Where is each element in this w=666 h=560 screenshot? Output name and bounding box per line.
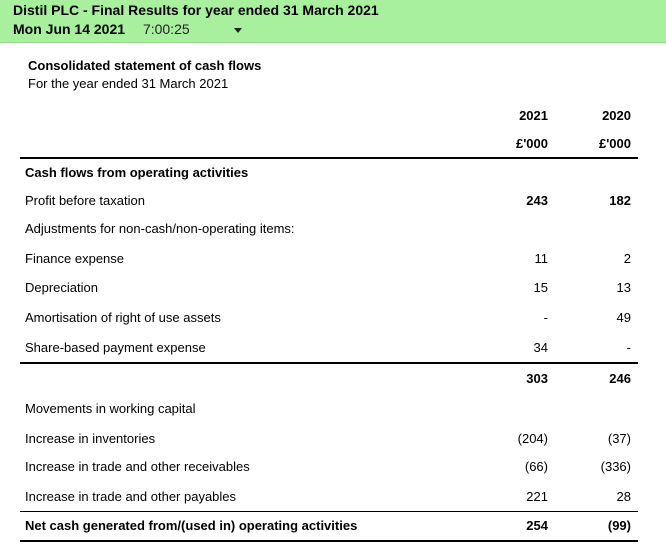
column-header-year: 2021 2020	[0, 108, 666, 128]
table-row-subtotal: 303 246	[0, 371, 666, 391]
divider	[20, 540, 638, 542]
date-label: Mon Jun 14 2021	[13, 21, 126, 37]
row-label: Cash flows from operating activities	[25, 165, 249, 180]
row-label: Adjustments for non-cash/non-operating i…	[25, 221, 295, 236]
table-row: Adjustments for non-cash/non-operating i…	[0, 221, 666, 241]
column-year-2020: 2020	[602, 108, 631, 123]
time-label: 7:00:25	[142, 21, 190, 37]
value-2020: 246	[609, 371, 631, 386]
row-label: Share-based payment expense	[25, 340, 206, 355]
table-row: Amortisation of right of use assets - 49	[0, 310, 666, 330]
table-row: Increase in trade and other receivables …	[0, 459, 666, 479]
row-label: Movements in working capital	[25, 401, 196, 416]
value-2020: 2	[623, 251, 631, 266]
table-row: Profit before taxation 243 182	[0, 193, 666, 213]
statement-title: Consolidated statement of cash flows	[28, 58, 262, 73]
divider	[20, 362, 638, 364]
value-2020: -	[626, 340, 631, 355]
value-2021: -	[543, 310, 548, 325]
divider	[20, 511, 638, 512]
statement-subtitle: For the year ended 31 March 2021	[28, 76, 229, 91]
datetime: Mon Jun 14 2021 7:00:25	[13, 21, 190, 37]
row-label: Increase in trade and other payables	[25, 489, 237, 504]
value-2020: 182	[609, 193, 631, 208]
value-2021: 303	[526, 371, 548, 386]
value-2020: 49	[616, 310, 631, 325]
header-bar: Distil PLC - Final Results for year ende…	[0, 0, 666, 43]
row-label: Amortisation of right of use assets	[25, 310, 221, 325]
table-row: Cash flows from operating activities	[0, 165, 666, 185]
value-2020: (37)	[607, 431, 631, 446]
table-row-total: Net cash generated from/(used in) operat…	[0, 518, 666, 538]
value-2021: 243	[526, 193, 548, 208]
table-row: Depreciation 15 13	[0, 280, 666, 300]
divider	[20, 157, 638, 159]
table-row: Increase in trade and other payables 221…	[0, 489, 666, 509]
value-2021: 15	[533, 280, 548, 295]
column-unit-2020: £'000	[598, 136, 631, 151]
value-2021: (204)	[517, 431, 548, 446]
column-unit-2021: £'000	[515, 136, 548, 151]
value-2020: (336)	[600, 459, 631, 474]
value-2021: (66)	[524, 459, 548, 474]
row-label: Profit before taxation	[25, 193, 145, 208]
value-2021: 11	[534, 251, 549, 266]
value-2021: 34	[533, 340, 548, 355]
table-row: Share-based payment expense 34 -	[0, 340, 666, 360]
value-2020: 28	[616, 489, 631, 504]
table-row: Finance expense 11 2	[0, 251, 666, 271]
row-label: Depreciation	[25, 280, 98, 295]
row-label: Finance expense	[25, 251, 125, 266]
table-row: Increase in inventories (204) (37)	[0, 431, 666, 451]
value-2021: 221	[526, 489, 548, 504]
row-label: Net cash generated from/(used in) operat…	[25, 518, 358, 533]
column-header-unit: £'000 £'000	[0, 136, 666, 156]
page-title: Distil PLC - Final Results for year ende…	[13, 2, 379, 18]
table-row: Movements in working capital	[0, 401, 666, 421]
row-label: Increase in trade and other receivables	[25, 459, 250, 474]
column-year-2021: 2021	[519, 108, 548, 123]
row-label: Increase in inventories	[25, 431, 156, 446]
value-2020: 13	[616, 280, 631, 295]
value-2020: (99)	[607, 518, 631, 533]
chevron-down-icon[interactable]	[234, 28, 242, 33]
value-2021: 254	[526, 518, 548, 533]
